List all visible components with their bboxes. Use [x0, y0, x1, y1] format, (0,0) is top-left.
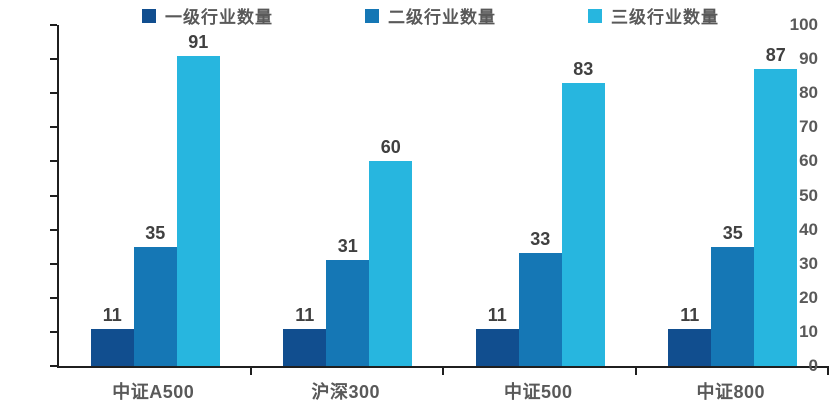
- bar-一级行业数量[interactable]: 11: [475, 305, 519, 366]
- bar-value-label: 83: [573, 58, 594, 79]
- plot-area: 11 35 91 11 31 60 11 33 83 11 35 87 0 10 20 30 40 50 60 70…: [50, 15, 829, 375]
- bar-二级行业数量[interactable]: 31: [326, 236, 370, 366]
- bar-group-中证500: 11 33 83: [444, 25, 637, 366]
- bar-value-label: 11: [680, 304, 700, 325]
- y-axis-tick: [50, 194, 57, 197]
- y-axis-tick: [50, 126, 57, 129]
- bar-value-label: 33: [530, 229, 551, 250]
- legend-label-series3: 三级行业数量: [611, 8, 719, 27]
- bar-value-label: 31: [337, 236, 358, 257]
- legend-item[interactable]: 一级行业数量: [142, 3, 273, 28]
- legend-label-series1: 一级行业数量: [165, 8, 273, 27]
- bar-value-label: 60: [380, 137, 401, 158]
- x-axis-labels: 中证A500 沪深300 中证500 中证800: [57, 378, 827, 408]
- bar-三级行业数量[interactable]: 87: [754, 45, 798, 366]
- y-axis-tick-label: 90: [799, 49, 818, 69]
- legend-swatch-series2: [365, 8, 379, 23]
- bar-value-label: 11: [487, 304, 507, 325]
- bar-value-label: 11: [102, 304, 122, 325]
- y-axis-tick-label: 50: [799, 185, 818, 205]
- bar-一级行业数量[interactable]: 11: [90, 305, 134, 366]
- y-axis-tick-label: 0: [808, 356, 818, 375]
- bar-group-沪深300: 11 31 60: [252, 25, 445, 366]
- x-axis-tick: [442, 368, 444, 375]
- x-axis-tick: [827, 368, 829, 375]
- y-axis-tick-label: 10: [799, 321, 818, 341]
- bar-value-label: 91: [188, 31, 209, 52]
- y-axis-tick-label: 20: [799, 287, 818, 307]
- chart-legend: 一级行业数量 二级行业数量 三级行业数量: [142, 3, 719, 28]
- legend-item[interactable]: 三级行业数量: [588, 3, 719, 28]
- y-axis-tick-label: 30: [799, 253, 818, 273]
- x-axis-tick: [634, 368, 637, 375]
- y-axis-tick-label: 60: [799, 151, 818, 171]
- bar-group-中证800: 11 35 87: [637, 25, 829, 366]
- x-axis-category-label: 沪深300: [311, 382, 381, 402]
- y-axis-tick: [50, 160, 57, 163]
- x-axis-tick: [249, 368, 252, 375]
- bar-二级行业数量[interactable]: 35: [133, 223, 177, 366]
- x-axis-category-label: 中证800: [696, 382, 766, 402]
- y-axis-tick: [50, 58, 57, 61]
- legend-swatch-series1: [142, 8, 156, 23]
- bar-三级行业数量[interactable]: 60: [369, 137, 413, 366]
- bar-二级行业数量[interactable]: 35: [711, 223, 755, 366]
- bar-一级行业数量[interactable]: 11: [668, 305, 712, 366]
- bar-三级行业数量[interactable]: 83: [561, 59, 605, 366]
- bar-value-label: 35: [722, 222, 743, 243]
- y-axis-tick: [50, 24, 57, 26]
- y-axis-tick-label: 100: [789, 15, 818, 34]
- y-axis-tick-label: 70: [799, 117, 818, 137]
- y-axis-tick: [50, 92, 57, 95]
- y-axis-tick-label: 80: [799, 83, 818, 103]
- bar-value-label: 35: [145, 222, 166, 243]
- bar-三级行业数量[interactable]: 91: [176, 32, 220, 366]
- bar-value-label: 87: [765, 45, 786, 66]
- bar-二级行业数量[interactable]: 33: [518, 229, 562, 366]
- x-axis-category-label: 中证A500: [112, 382, 195, 402]
- y-axis-tick: [50, 330, 57, 333]
- legend-label-series2: 二级行业数量: [388, 8, 496, 27]
- legend-swatch-series3: [588, 8, 602, 23]
- x-axis-category-label: 中证500: [503, 382, 573, 402]
- bar-value-label: 11: [295, 304, 315, 325]
- bar-group-中证A500: 11 35 91: [59, 25, 252, 366]
- y-axis-tick: [50, 262, 57, 265]
- legend-item[interactable]: 二级行业数量: [365, 3, 496, 28]
- y-axis-tick: [50, 228, 57, 231]
- bar-一级行业数量[interactable]: 11: [283, 305, 327, 366]
- bar-groups: 11 35 91 11 31 60 11 33 83 11 35 87: [59, 25, 829, 366]
- y-axis-tick: [50, 365, 57, 367]
- y-axis-tick: [50, 296, 57, 299]
- y-axis-tick-label: 40: [799, 219, 818, 239]
